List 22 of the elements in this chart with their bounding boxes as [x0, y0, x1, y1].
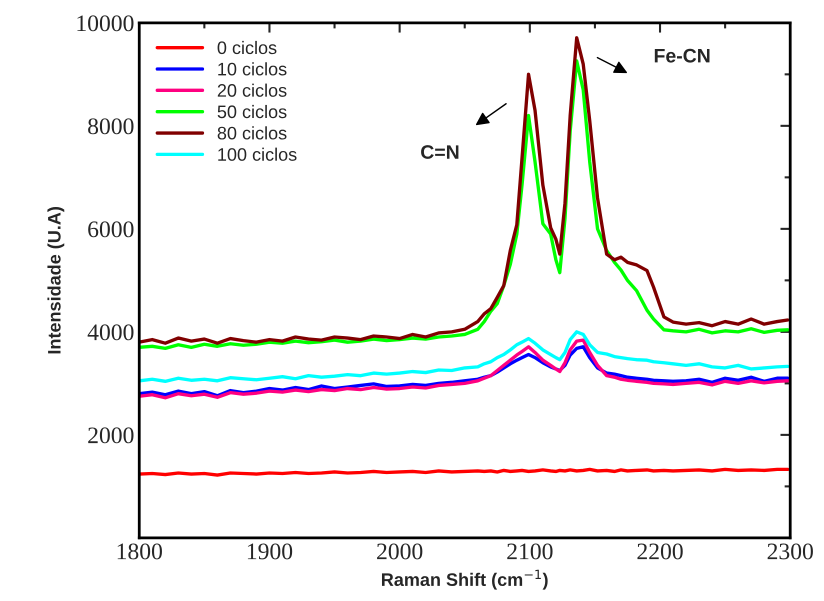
y-tick-label: 8000	[88, 118, 134, 134]
legend-label: 10 ciclos	[218, 62, 286, 76]
annotation: C=N	[421, 145, 458, 159]
y-axis-title: Intensidade (U.A)	[47, 207, 64, 354]
y-tick-label: 6000	[88, 221, 134, 238]
x-tick-label: 2300	[768, 543, 813, 560]
line-series	[139, 330, 790, 383]
x-tick-label: 2100	[507, 543, 553, 560]
y-tick-label: 2000	[88, 427, 134, 444]
x-tick-label: 2000	[377, 543, 422, 560]
x-tick-label: 1900	[248, 543, 292, 560]
annotation: Fe-CN	[654, 48, 710, 63]
legend-label: 80 ciclos	[218, 126, 286, 140]
legend-label: 0 ciclos	[218, 40, 276, 54]
legend-label: 50 ciclos	[218, 104, 286, 118]
x-tick-label: 1800	[118, 543, 162, 560]
y-tick-label: 10000	[77, 15, 134, 32]
legend-label: 20 ciclos	[218, 84, 286, 97]
legend-label: 100 ciclos	[218, 148, 297, 161]
x-axis-title: Raman Shift (cm$^{−1}$)	[382, 570, 548, 590]
y-tick-label: 4000	[88, 324, 134, 340]
x-tick-label: 2200	[637, 543, 683, 560]
